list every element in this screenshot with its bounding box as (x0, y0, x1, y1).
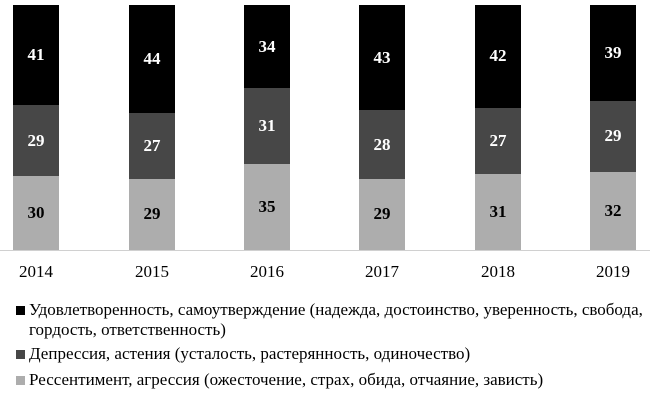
bar-segment: 29 (13, 105, 59, 177)
x-tick-label: 2016 (250, 262, 284, 281)
bar-2019: 39 29 32 (590, 5, 636, 250)
bar-segment: 32 (590, 171, 636, 250)
bar-segment: 39 (590, 5, 636, 101)
bar-segment: 31 (475, 174, 521, 250)
x-tick-label: 2015 (135, 262, 169, 281)
legend-swatch-darkgray (16, 350, 25, 359)
bar-2016: 34 31 35 (244, 5, 290, 250)
bar-segment: 42 (475, 5, 521, 108)
legend-swatch-black (16, 306, 25, 315)
bar-segment: 29 (359, 178, 405, 250)
legend-swatch-lightgray (16, 376, 25, 385)
bar-segment: 43 (359, 5, 405, 111)
chart-legend: Удовлетворенность, самоутверждение (наде… (16, 300, 646, 396)
x-tick-label: 2014 (19, 262, 53, 281)
bar-segment: 30 (13, 176, 59, 250)
legend-label: Депрессия, астения (усталость, растерянн… (29, 344, 471, 363)
bar-segment: 35 (244, 164, 290, 250)
bar-segment: 34 (244, 5, 290, 89)
bar-2014: 41 29 30 (13, 5, 59, 250)
stacked-bar-chart: 41 29 30 2014 44 27 29 2015 34 31 35 2016 43 28 29 2017… (0, 5, 650, 281)
bar-2018: 42 27 31 (475, 5, 521, 250)
x-tick-label: 2017 (365, 262, 399, 281)
bar-2015: 44 27 29 (129, 5, 175, 250)
bar-segment: 27 (475, 107, 521, 175)
bar-segment: 28 (359, 110, 405, 179)
x-axis-line (0, 250, 650, 251)
bar-2017: 43 28 29 (359, 5, 405, 250)
legend-item-ressentiment: Рессентимент, агрессия (ожесточение, стр… (16, 370, 646, 390)
bar-segment: 44 (129, 5, 175, 113)
legend-label: Удовлетворенность, самоутверждение (наде… (29, 300, 643, 339)
bar-segment: 31 (244, 88, 290, 165)
legend-label: Рессентимент, агрессия (ожесточение, стр… (29, 370, 544, 389)
x-tick-label: 2018 (481, 262, 515, 281)
legend-item-satisfaction: Удовлетворенность, самоутверждение (наде… (16, 300, 646, 340)
legend-item-depression: Депрессия, астения (усталость, растерянн… (16, 344, 646, 364)
x-tick-label: 2019 (596, 262, 630, 281)
bar-segment: 29 (590, 100, 636, 172)
bar-segment: 29 (129, 178, 175, 250)
bar-segment: 27 (129, 112, 175, 179)
bar-segment: 41 (13, 5, 59, 106)
